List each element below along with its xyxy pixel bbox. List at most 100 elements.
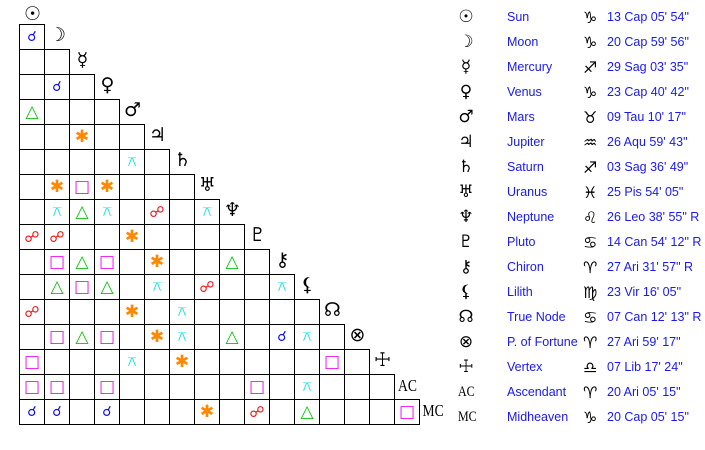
aquarius-icon: ♒	[583, 133, 598, 152]
empty-aspect-cell	[269, 374, 295, 400]
virgo-icon: ♍	[583, 283, 598, 302]
quincunx-aspect-cell: ⚻	[94, 199, 120, 225]
grid-uranus-icon: ♅	[198, 174, 217, 196]
chiron-icon: ⚷	[459, 257, 473, 277]
neptune-icon: ♆	[458, 207, 474, 227]
empty-aspect-cell	[269, 349, 295, 375]
empty-aspect-cell	[194, 349, 220, 375]
planet-position: 07 Lib 17' 24"	[607, 360, 683, 374]
quincunx-aspect-cell: ⚻	[44, 199, 70, 225]
planet-row: ☿ Mercury ♐ 29 Sag 03' 35"	[450, 55, 705, 80]
planet-row: ⚸ Lilith ♍ 23 Vir 16' 05"	[450, 280, 705, 305]
empty-aspect-cell	[269, 399, 295, 425]
jupiter-icon: ♃	[458, 132, 474, 152]
square-aspect-cell: □	[44, 324, 70, 350]
lilith-icon: ⚸	[459, 282, 473, 302]
conjunction-aspect-cell: ☌	[19, 24, 45, 50]
planet-position: 23 Vir 16' 05"	[607, 285, 682, 299]
empty-aspect-cell	[119, 174, 145, 200]
planet-row: ♇ Pluto ♋ 14 Can 54' 12" R	[450, 230, 705, 255]
grid-chiron-icon: ⚷	[275, 249, 290, 271]
leo-icon: ♌	[583, 208, 598, 227]
trine-aspect-cell: △	[69, 324, 95, 350]
square-aspect-cell: □	[69, 174, 95, 200]
empty-aspect-cell	[44, 349, 70, 375]
grid-true-node-icon: ☊	[324, 299, 341, 321]
venus-icon: ♀	[459, 82, 473, 102]
planet-row: ♄ Saturn ♐ 03 Sag 36' 49"	[450, 155, 705, 180]
empty-aspect-cell	[169, 224, 195, 250]
capricorn-icon: ♑	[583, 8, 598, 27]
empty-aspect-cell	[69, 224, 95, 250]
empty-aspect-cell	[144, 149, 170, 175]
quincunx-aspect-cell: ⚻	[294, 324, 320, 350]
planet-position: 27 Ari 31' 57" R	[607, 260, 694, 274]
empty-aspect-cell	[369, 374, 395, 400]
conjunction-aspect-cell: ☌	[269, 324, 295, 350]
sextile-aspect-cell: ✱	[94, 174, 120, 200]
quincunx-aspect-cell: ⚻	[294, 374, 320, 400]
sextile-aspect-cell: ✱	[144, 249, 170, 275]
vertex-icon: ☩	[458, 357, 474, 377]
empty-aspect-cell	[19, 174, 45, 200]
planet-position: 27 Ari 59' 17"	[607, 335, 681, 349]
opposition-aspect-cell: ☍	[244, 399, 270, 425]
planet-row: ⊗ P. of Fortune ♈ 27 Ari 59' 17"	[450, 330, 705, 355]
planet-name: Uranus	[507, 185, 548, 199]
empty-aspect-cell	[244, 349, 270, 375]
empty-aspect-cell	[219, 349, 245, 375]
planet-row: ♅ Uranus ♓ 25 Pis 54' 05"	[450, 180, 705, 205]
opposition-aspect-cell: ☍	[194, 274, 220, 300]
empty-aspect-cell	[169, 399, 195, 425]
grid-venus-icon: ♀	[100, 74, 115, 96]
opposition-aspect-cell: ☍	[19, 299, 45, 325]
square-aspect-cell: □	[19, 374, 45, 400]
sagittarius-icon: ♐	[583, 58, 598, 77]
empty-aspect-cell	[119, 249, 145, 275]
empty-aspect-cell	[144, 399, 170, 425]
grid-mars-icon: ♂	[123, 99, 142, 121]
empty-aspect-cell	[19, 249, 45, 275]
empty-aspect-cell	[19, 74, 45, 100]
empty-aspect-cell	[219, 274, 245, 300]
empty-aspect-cell	[244, 299, 270, 325]
planet-name: Mars	[507, 110, 535, 124]
quincunx-aspect-cell: ⚻	[169, 324, 195, 350]
libra-icon: ♎	[583, 358, 598, 377]
aries-icon: ♈	[583, 383, 598, 402]
true-node-icon: ☊	[458, 307, 474, 327]
empty-aspect-cell	[44, 49, 70, 75]
planet-name: P. of Fortune	[507, 335, 578, 349]
part-of-fortune-icon: ⊗	[458, 332, 474, 352]
planet-position: 03 Sag 36' 49"	[607, 160, 689, 174]
planet-row: ♂ Mars ♉ 09 Tau 10' 17"	[450, 105, 705, 130]
planet-row: ☽ Moon ♑ 20 Cap 59' 56"	[450, 30, 705, 55]
planet-name: Lilith	[507, 285, 533, 299]
empty-aspect-cell	[19, 124, 45, 150]
moon-icon: ☽	[458, 32, 474, 52]
opposition-aspect-cell: ☍	[144, 199, 170, 225]
trine-aspect-cell: △	[19, 99, 45, 125]
empty-aspect-cell	[219, 224, 245, 250]
empty-aspect-cell	[119, 274, 145, 300]
empty-aspect-cell	[319, 324, 345, 350]
sextile-aspect-cell: ✱	[169, 349, 195, 375]
empty-aspect-cell	[169, 199, 195, 225]
conjunction-aspect-cell: ☌	[94, 399, 120, 425]
trine-aspect-cell: △	[294, 399, 320, 425]
grid-jupiter-icon: ♃	[148, 124, 167, 146]
planet-row: ☉ Sun ♑ 13 Cap 05' 54"	[450, 5, 705, 30]
planet-name: Saturn	[507, 160, 544, 174]
planet-position: 26 Leo 38' 55" R	[607, 210, 700, 224]
empty-aspect-cell	[169, 249, 195, 275]
empty-aspect-cell	[44, 299, 70, 325]
planet-row: ☊ True Node ♋ 07 Can 12' 13" R	[450, 305, 705, 330]
trine-aspect-cell: △	[69, 249, 95, 275]
empty-aspect-cell	[219, 374, 245, 400]
uranus-icon: ♅	[458, 182, 474, 202]
planet-position: 26 Aqu 59' 43"	[607, 135, 688, 149]
square-aspect-cell: □	[44, 249, 70, 275]
opposition-aspect-cell: ☍	[19, 224, 45, 250]
empty-aspect-cell	[69, 299, 95, 325]
empty-aspect-cell	[169, 174, 195, 200]
